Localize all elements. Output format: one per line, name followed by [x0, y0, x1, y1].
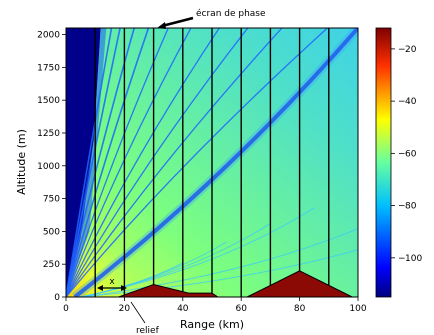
x-tick-label: 40	[177, 304, 189, 314]
y-tick-label: 500	[43, 227, 60, 237]
phase-screen-annotation: écran de phase	[157, 8, 266, 29]
colorbar-tick-sign: −	[398, 202, 406, 212]
field-low-ray	[80, 228, 358, 297]
relief-label: relief	[136, 326, 160, 335]
y-tick-label: 1750	[37, 63, 60, 73]
y-tick-label: 1000	[37, 162, 60, 172]
colorbar-tick-label: 40	[405, 97, 417, 107]
field-ray	[66, 28, 121, 297]
phase-screens	[94, 28, 330, 297]
phase-screen-arrowhead	[157, 22, 166, 29]
spacing-arrowhead-right	[121, 285, 127, 291]
x-axis-label: Range (km)	[180, 318, 244, 331]
y-tick-label: 1500	[37, 96, 60, 106]
x-tick-label: 80	[294, 304, 306, 314]
field-ray	[66, 28, 221, 297]
spacing-label: x	[109, 277, 115, 287]
colorbar-tick-sign: −	[398, 149, 406, 159]
colorbar-tick-sign: −	[398, 45, 406, 55]
spacing-arrowhead-left	[97, 285, 103, 291]
field-shadow-edge	[66, 28, 107, 297]
colorbar-tick-label: 80	[405, 202, 417, 212]
y-tick-label: 250	[43, 260, 60, 270]
field-ray	[66, 28, 169, 297]
field-shadow-zone	[66, 28, 101, 297]
x-tick-label: 60	[235, 304, 247, 314]
field-main-beam-halo	[71, 28, 358, 297]
y-tick-label: 0	[54, 293, 60, 303]
colorbar-tick-label: 60	[405, 149, 417, 159]
field-ray	[66, 28, 136, 297]
y-axis-ticks: 0 250 500 750 1000 1250 1500 1750 2000	[37, 31, 66, 303]
field-ray	[66, 28, 113, 297]
x-tick-label: 100	[349, 304, 366, 314]
relief-leader-line	[130, 301, 146, 324]
phase-screen-label: écran de phase	[196, 8, 266, 19]
field-ray	[66, 28, 150, 297]
field-main-beam	[73, 28, 358, 297]
colorbar: −20− 40− 60− 80− 100	[375, 27, 422, 298]
y-tick-label: 2000	[37, 31, 60, 41]
field-ray	[66, 28, 283, 297]
plot-frame	[65, 27, 359, 298]
y-axis-label: Altitude (m)	[15, 129, 28, 195]
x-tick-label: 0	[63, 304, 69, 314]
colorbar-tick-label: 20	[405, 45, 417, 55]
colorbar-tick-sign: −	[398, 97, 406, 107]
y-tick-label: 1250	[37, 129, 60, 139]
y-tick-label: 750	[43, 195, 60, 205]
x-axis-ticks: 0 20 40 60 80 100	[63, 297, 367, 314]
colorbar-ticks: −20− 40− 60− 80− 100	[391, 45, 422, 264]
field-ray	[66, 28, 329, 297]
colorbar-gradient	[375, 27, 392, 298]
x-tick-label: 20	[119, 304, 131, 314]
spacing-annotation: x	[97, 277, 127, 291]
field-ray	[66, 28, 192, 297]
relief-annotation: relief	[130, 301, 160, 335]
field-low-ray	[80, 249, 358, 297]
phase-screen-arrow	[161, 16, 194, 28]
field-low-ray	[80, 207, 315, 297]
field-ray	[66, 28, 249, 297]
colorbar-tick-sign: −	[398, 254, 406, 264]
colorbar-tick-label: 100	[405, 254, 422, 264]
